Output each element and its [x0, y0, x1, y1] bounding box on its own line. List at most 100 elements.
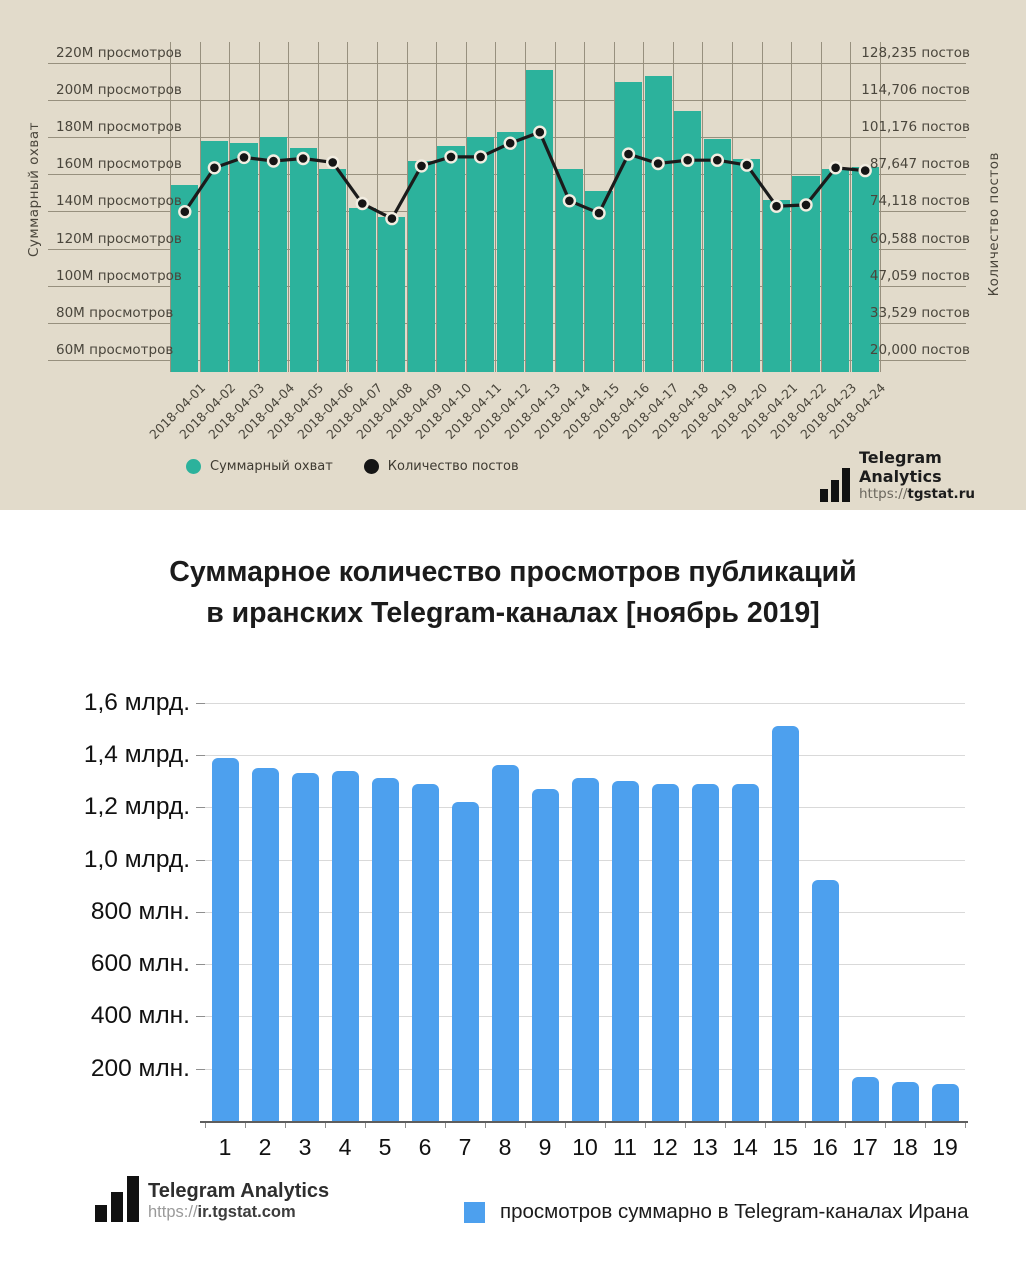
x-axis-label: 15: [772, 1134, 798, 1160]
v-gridline: [702, 42, 704, 372]
v-gridline: [170, 42, 171, 372]
views-bar: [851, 1076, 879, 1121]
reach-bar: [526, 70, 554, 372]
x-tick: [805, 1121, 806, 1128]
reach-bar: [585, 190, 613, 372]
logo-url: https://tgstat.ru: [859, 486, 975, 502]
x-axis-label: 14: [732, 1134, 758, 1160]
x-tick: [365, 1121, 366, 1128]
top-chart-legend: Суммарный охват Количество постов: [186, 459, 541, 474]
x-axis-line: [200, 1121, 968, 1123]
left-axis-tick-label: 100M просмотров: [56, 267, 182, 284]
views-bar: [691, 783, 719, 1121]
views-bar: [771, 726, 799, 1121]
y-axis-label: 1,0 млрд.: [83, 845, 190, 873]
x-axis-label: 7: [458, 1134, 472, 1160]
reach-bar: [467, 137, 495, 372]
v-gridline: [732, 42, 734, 372]
telegram-analytics-logo: Telegram Analytics https://ir.tgstat.com: [95, 1176, 329, 1222]
x-tick: [685, 1121, 686, 1128]
x-axis-label: 6: [418, 1134, 432, 1160]
y-tick: [196, 807, 205, 809]
x-axis-label: 5: [378, 1134, 392, 1160]
x-axis-label: 18: [892, 1134, 918, 1160]
bottom-chart-legend: просмотров суммарно в Telegram-каналах И…: [464, 1200, 969, 1224]
h-gridline: [205, 702, 965, 704]
v-gridline: [377, 42, 379, 372]
reach-bar: [348, 207, 376, 372]
left-axis-tick-label: 160M просмотров: [56, 156, 182, 173]
right-axis-tick-label: 33,529 постов: [869, 304, 970, 321]
v-gridline: [761, 42, 763, 372]
left-axis-tick-label: 140M просмотров: [56, 193, 182, 210]
reach-bar: [378, 216, 406, 372]
reach-bar: [762, 200, 791, 372]
reach-bar: [437, 146, 465, 372]
y-tick: [196, 1068, 205, 1070]
left-axis-tick-label: 120M просмотров: [56, 230, 182, 247]
reach-bar: [496, 131, 524, 372]
reach-bar: [230, 142, 258, 372]
x-axis-label: 16: [812, 1134, 838, 1160]
left-axis-tick-label: 60M просмотров: [56, 341, 174, 358]
v-gridline: [199, 42, 201, 372]
v-gridline: [879, 42, 881, 372]
views-bar: [571, 778, 599, 1121]
x-tick: [885, 1121, 886, 1128]
right-axis-tick-label: 101,176 постов: [861, 119, 970, 136]
reach-bar: [319, 168, 347, 372]
v-gridline: [465, 42, 467, 372]
h-gridline: [205, 754, 965, 756]
x-tick: [525, 1121, 526, 1128]
right-axis-tick-label: 60,588 постов: [869, 230, 970, 247]
reach-posts-combo-chart: 220M просмотров 200M просмотров 180M просм…: [0, 0, 1026, 510]
views-bar: [451, 801, 479, 1121]
y-tick: [196, 702, 205, 704]
views-bar: [531, 788, 559, 1121]
y-axis-label: 1,4 млрд.: [83, 740, 190, 768]
right-axis-tick-label: 114,706 постов: [861, 82, 970, 99]
left-axis-tick-label: 180M просмотров: [56, 119, 182, 136]
y-axis-label: 1,2 млрд.: [83, 793, 190, 821]
views-bar: [611, 781, 639, 1121]
right-axis-tick-label: 87,647 постов: [869, 156, 970, 173]
views-bar: [331, 770, 359, 1121]
logo-title: Telegram Analytics: [859, 448, 942, 486]
v-gridline: [229, 42, 231, 372]
posts-line-series: [178, 125, 872, 226]
right-axis-tick-label: 74,118 постов: [869, 193, 970, 210]
x-tick: [285, 1121, 286, 1128]
x-axis-label: 11: [613, 1134, 637, 1160]
x-tick: [925, 1121, 926, 1128]
y-tick: [196, 1016, 205, 1018]
bar-chart-icon: [95, 1176, 139, 1222]
left-axis-tick-label: 200M просмотров: [56, 82, 182, 99]
left-axis-tick-label: 80M просмотров: [56, 304, 174, 321]
chart-title-line2: в иранских Telegram-каналах [ноябрь 2019…: [206, 597, 820, 629]
v-gridline: [347, 42, 349, 372]
y-tick: [196, 911, 205, 913]
x-tick: [485, 1121, 486, 1128]
iran-views-bar-chart: Суммарное количество просмотров публикац…: [0, 510, 1026, 1280]
x-tick: [205, 1121, 206, 1128]
x-axis-label: 1: [218, 1134, 232, 1160]
reach-bar: [614, 81, 643, 372]
reach-bar: [407, 161, 436, 372]
logo-url: https://ir.tgstat.com: [148, 1203, 296, 1221]
reach-bar: [644, 75, 672, 372]
y-axis-label: 400 млн.: [90, 1002, 190, 1030]
chart-title-line1: Суммарное количество просмотров публикац…: [169, 556, 857, 588]
x-axis-label: 10: [572, 1134, 598, 1160]
views-bar: [371, 778, 399, 1121]
v-gridline: [495, 42, 497, 372]
v-gridline: [288, 42, 290, 372]
views-bar: [891, 1081, 919, 1121]
reach-bar: [289, 148, 317, 372]
telegram-analytics-logo: Telegram Analytics https://tgstat.ru: [820, 448, 1026, 502]
logo-title: Telegram Analytics: [148, 1180, 330, 1202]
v-gridline: [524, 42, 526, 372]
x-tick: [965, 1121, 966, 1128]
y-tick: [196, 859, 205, 861]
x-tick: [245, 1121, 246, 1128]
